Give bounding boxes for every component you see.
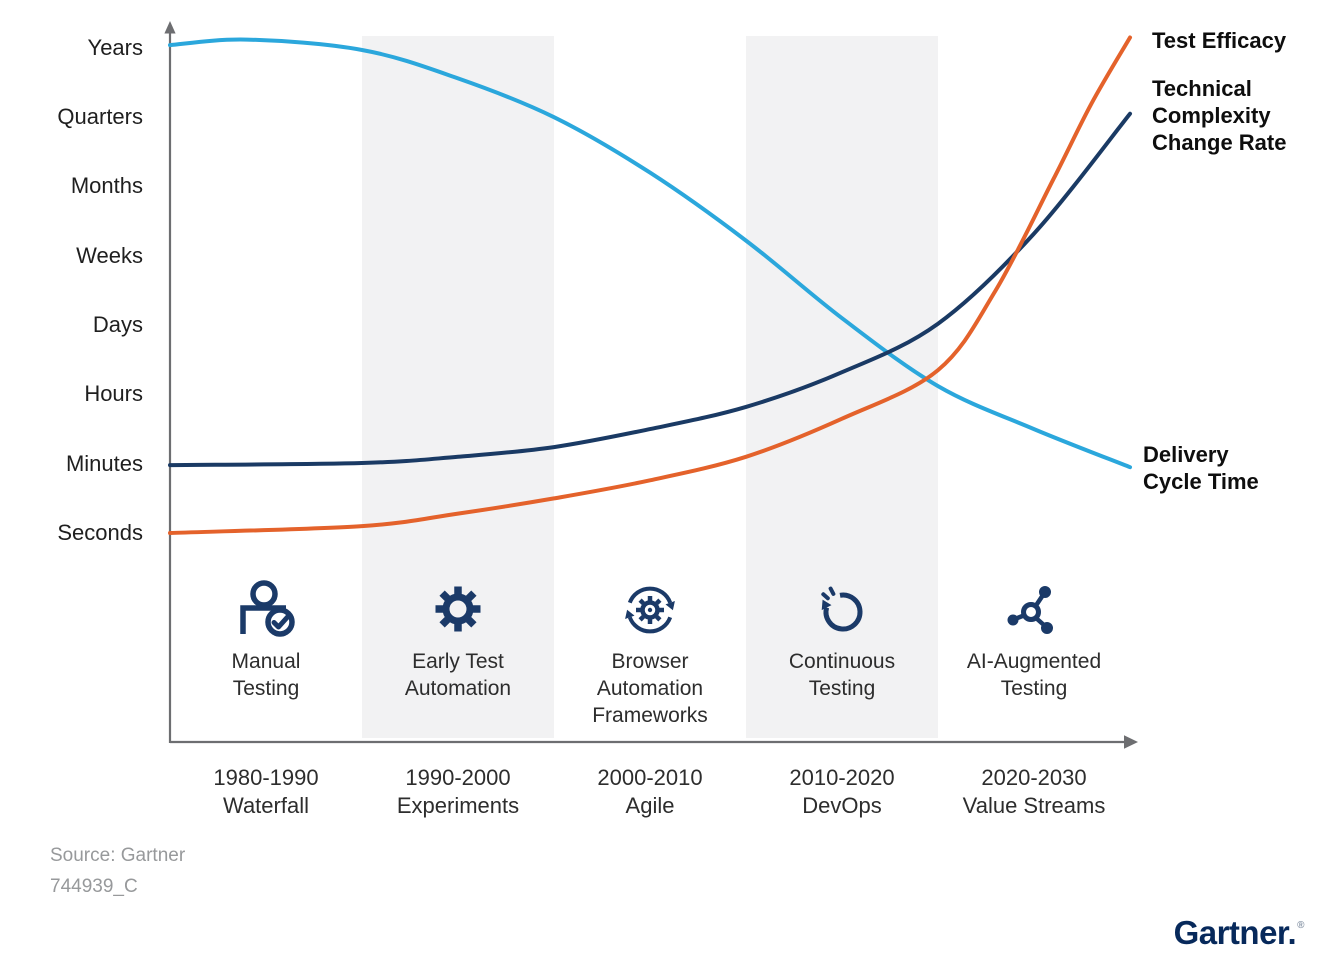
- era-practice-label: Continuous Testing: [788, 650, 896, 700]
- y-axis-label-months: Months: [70, 173, 143, 198]
- x-tick-2010-2020: 2010-2020 DevOps: [746, 764, 938, 820]
- source-line: Source: Gartner: [50, 845, 186, 866]
- era-column-continuous-testing: Continuous Testing: [746, 578, 938, 702]
- tick-methodology: Agile: [625, 793, 675, 818]
- era-practice-label: AI-Augmented Testing: [966, 650, 1102, 700]
- tick-period: 2010-2020: [789, 765, 895, 790]
- y-axis-label-days: Days: [92, 312, 143, 337]
- y-axis-label-minutes: Minutes: [65, 451, 143, 476]
- series-label-test-efficacy: Test Efficacy: [1152, 28, 1287, 53]
- axes: [164, 21, 1138, 749]
- y-axis-label-years: Years: [87, 35, 143, 60]
- tick-methodology: DevOps: [802, 793, 882, 818]
- era-column-ai-augmented-testing: AI-Augmented Testing: [938, 578, 1130, 702]
- tick-methodology: Experiments: [396, 793, 520, 818]
- x-axis-arrowhead-icon: [1124, 735, 1138, 749]
- y-axis-label-weeks: Weeks: [76, 243, 143, 268]
- era-column-manual-testing: Manual Testing: [170, 578, 362, 702]
- x-tick-1990-2000: 1990-2000 Experiments: [362, 764, 554, 820]
- tick-period: 2000-2010: [597, 765, 703, 790]
- gear-sync-icon: [625, 586, 675, 634]
- y-axis-arrowhead-icon: [164, 21, 176, 34]
- tick-methodology: Waterfall: [223, 793, 309, 818]
- gartner-logo: Gartner.®: [1148, 914, 1305, 952]
- refresh-arrow-icon: [821, 586, 863, 632]
- era-column-browser-automation: Browser Automation Frameworks: [554, 578, 746, 729]
- gear-icon: [435, 586, 481, 632]
- era-practice-label: Manual Testing: [231, 650, 301, 700]
- tick-period: 2020-2030: [981, 765, 1087, 790]
- series-label-technical-complexity: Technical Complexity Change Rate: [1152, 76, 1287, 155]
- x-tick-1980-1990: 1980-1990 Waterfall: [170, 764, 362, 820]
- y-axis-label-seconds: Seconds: [57, 520, 143, 545]
- curve-test-efficacy: [168, 35, 1132, 535]
- source-note: Source: Gartner 744939_C: [50, 840, 185, 902]
- tick-methodology: Value Streams: [962, 793, 1106, 818]
- y-axis-label-hours: Hours: [84, 381, 143, 406]
- registered-mark-icon: ®: [1297, 920, 1304, 931]
- gartner-logo-text: Gartner.: [1173, 914, 1297, 951]
- person-check-icon: [240, 580, 295, 637]
- curves-layer: [168, 35, 1132, 535]
- era-highlight-band: [746, 36, 938, 738]
- x-tick-2000-2010: 2000-2010 Agile: [554, 764, 746, 820]
- era-practice-label: Early Test Automation: [404, 650, 512, 700]
- curve-delivery-cycle-time: [168, 37, 1132, 470]
- y-axis-label-quarters: Quarters: [57, 104, 143, 129]
- network-nodes-icon: [1007, 586, 1053, 634]
- curve-technical-complexity-change-rate: [168, 111, 1132, 468]
- tick-period: 1980-1990: [213, 765, 319, 790]
- era-practice-label: Browser Automation Frameworks: [592, 650, 708, 727]
- x-tick-2020-2030: 2020-2030 Value Streams: [938, 764, 1130, 820]
- tick-period: 1990-2000: [405, 765, 511, 790]
- doc-id: 744939_C: [50, 876, 138, 897]
- series-label-delivery-cycle-time: Delivery Cycle Time: [1143, 442, 1259, 494]
- era-column-early-test-automation: Early Test Automation: [362, 578, 554, 702]
